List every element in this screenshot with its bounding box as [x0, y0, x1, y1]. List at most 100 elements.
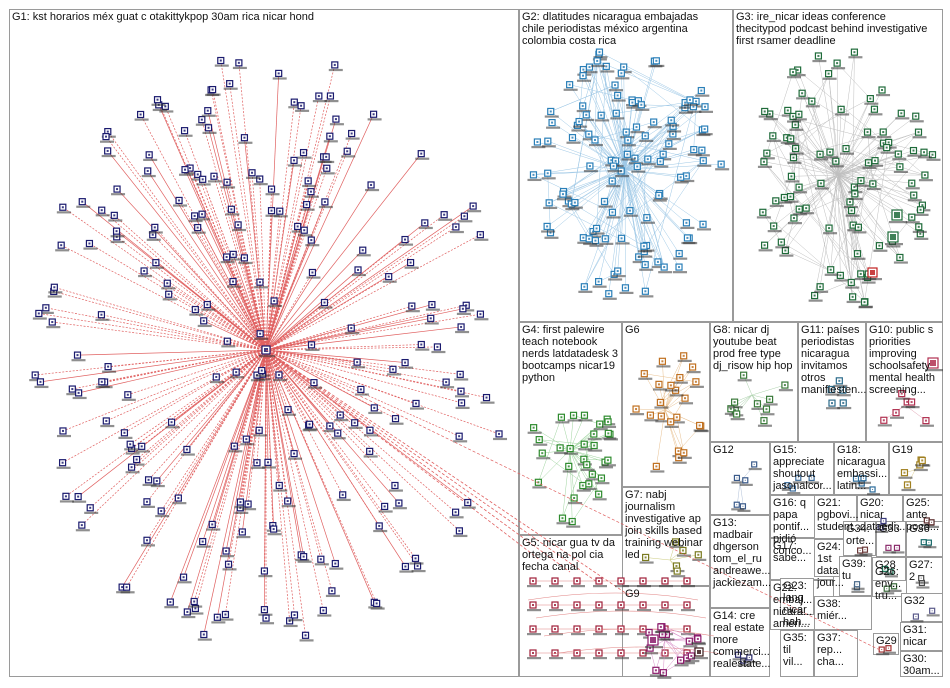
g6-node-label: [664, 389, 679, 392]
g1-node-label: [102, 370, 117, 373]
g6-edge: [636, 408, 666, 411]
g1-node-label: [305, 348, 320, 352]
g1-node-label: [325, 594, 340, 598]
g3-edge: [837, 109, 875, 176]
g2-node-label: [641, 163, 656, 166]
g6-node-label: [689, 385, 704, 388]
g1-node-fill: [361, 249, 364, 252]
g3-node-fill: [874, 159, 877, 162]
g4-node-label: [602, 437, 617, 440]
g15-node-label: [781, 488, 795, 491]
g3-edge: [766, 98, 871, 154]
group-label-g6: G6: [625, 324, 640, 336]
g6-node-fill: [669, 384, 672, 387]
g1-node-fill: [312, 381, 315, 384]
group-label-g29: G29: [876, 635, 897, 647]
g1-edge: [208, 127, 267, 351]
g3-node-fill: [785, 136, 788, 139]
g1-node-label: [415, 348, 430, 351]
g4-edge: [572, 477, 602, 522]
g2-node-label: [687, 153, 702, 156]
g8-node-label: [728, 406, 743, 409]
g1-edge: [265, 349, 385, 507]
g4-node-fill: [582, 458, 585, 461]
g1-node-label: [141, 174, 156, 178]
g3-edge: [820, 183, 880, 246]
g1-node-label: [197, 324, 212, 328]
g2-node-label: [587, 235, 602, 238]
group-label-g24: G24: 1st data jour...: [817, 541, 844, 589]
g1-node-fill: [393, 484, 396, 487]
g3-edge: [837, 174, 858, 254]
g1-node-fill: [293, 101, 296, 104]
g2-node-fill: [605, 65, 608, 68]
g1-node-label: [363, 455, 378, 458]
g1-node-fill: [278, 484, 281, 487]
g1-node-fill: [430, 303, 433, 306]
g3-node-label: [822, 77, 837, 80]
g1-node-fill: [445, 381, 448, 384]
g1-node-label: [162, 298, 177, 301]
g1-node-fill: [463, 215, 466, 218]
g12-edge: [737, 481, 741, 506]
g1-node-fill: [293, 452, 296, 455]
g2-node-fill: [703, 128, 706, 131]
g9-node-label: [644, 652, 659, 655]
g10-featured-node-label: [925, 369, 943, 372]
g3-edge: [763, 72, 794, 162]
g3-node-fill: [852, 224, 855, 227]
g2-node-fill: [583, 285, 586, 288]
g2-node-fill: [628, 209, 631, 212]
g4-node-label: [587, 438, 602, 441]
g1-node-fill: [460, 401, 463, 404]
g1-node-fill: [334, 118, 337, 121]
g1-node-fill: [145, 539, 148, 542]
g2-edge: [569, 84, 626, 171]
g26-node-label: [881, 592, 895, 595]
g2-node-label: [674, 181, 689, 184]
g5-arc-edge: [535, 610, 707, 619]
g8-node-label: [730, 418, 745, 421]
g3-node-label: [824, 273, 839, 276]
g3-node-label: [851, 257, 866, 260]
g12-node-label: [731, 481, 745, 484]
group-label-g12: G12: [713, 444, 734, 456]
g1-node-fill: [230, 208, 233, 211]
g1-node-fill: [372, 113, 375, 116]
g6-node-label: [664, 425, 679, 428]
g1-node-fill: [458, 529, 461, 532]
g2-edge: [605, 170, 622, 239]
g1-edge: [213, 176, 267, 351]
g19-node-fill: [921, 459, 924, 462]
g1-node-fill: [189, 167, 192, 170]
g4-edge: [569, 449, 590, 484]
g4-edge: [569, 449, 584, 486]
g1-node-fill: [184, 168, 187, 171]
g1-node-label: [55, 249, 70, 252]
g3-node-label: [757, 165, 772, 168]
g3-node-label: [868, 113, 883, 116]
g20-node-label: [877, 524, 891, 527]
g29-node-fill: [881, 649, 883, 651]
g5-arc-edge: [527, 592, 699, 601]
g1-edge: [152, 234, 267, 351]
g1-edge: [265, 349, 377, 604]
g3-edge: [763, 161, 868, 278]
g1-node-label: [120, 591, 135, 594]
g2-node-label: [654, 165, 669, 168]
g1-node-label: [48, 291, 63, 294]
g2-edge: [584, 126, 674, 287]
g6-node-fill: [649, 414, 652, 417]
g3-edge: [837, 98, 871, 176]
g1-edge: [77, 349, 267, 356]
g1-node-label: [365, 188, 380, 192]
g3-edge: [793, 157, 839, 176]
g1-node-label: [95, 318, 110, 321]
g1-node-fill: [260, 369, 263, 372]
g1-node-label: [255, 374, 270, 377]
g4-edge: [533, 427, 571, 451]
g5-node-label: [615, 633, 629, 636]
g1-edge: [265, 349, 310, 425]
group-label-g11: G11: países periodistas nicaragua invita…: [801, 324, 867, 396]
g5-node-label: [593, 585, 607, 588]
